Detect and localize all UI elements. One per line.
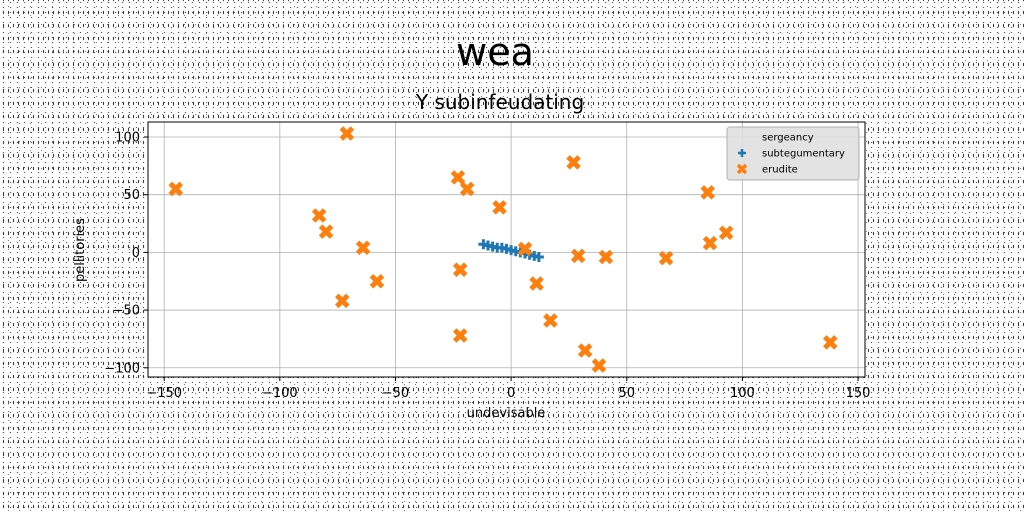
x-tick-label: 150	[846, 386, 871, 401]
data-marks	[168, 126, 838, 373]
plot-frame	[147, 121, 866, 378]
y-tick-label: 50	[123, 188, 140, 203]
x-axis-ticks: −150 −100 −50 0 50 100 150	[146, 377, 870, 401]
erudite-point	[452, 262, 468, 277]
y-tick-label: 0	[132, 246, 140, 261]
x-tick-label: 0	[507, 386, 515, 401]
legend-box	[726, 126, 860, 181]
erudite-point	[450, 170, 466, 185]
erudite-point	[658, 250, 674, 266]
erudite-point	[570, 248, 586, 264]
x-tick-label: −150	[146, 386, 182, 401]
erudite-point	[318, 224, 334, 239]
erudite-point	[566, 155, 581, 170]
erudite-point	[598, 249, 614, 265]
erudite-point	[823, 335, 838, 350]
legend-label: erudite	[762, 165, 798, 176]
subtegumentary-point	[533, 252, 544, 262]
chart-title: Y subinfeudating	[415, 90, 584, 114]
erudite-point	[543, 313, 558, 328]
erudite-point	[492, 200, 507, 215]
y-axis-label: pellitories	[73, 218, 88, 282]
erudite-point	[335, 293, 350, 309]
y-axis-ticks: −100 −50 0 50 100	[104, 131, 148, 376]
erudite-point	[591, 358, 607, 373]
x-tick-label: −50	[382, 386, 409, 401]
erudite-point	[529, 276, 544, 291]
erudite-point	[168, 181, 184, 197]
legend-label: sergeancy	[762, 133, 814, 144]
x-tick-label: 100	[730, 386, 755, 401]
legend-label: subtegumentary	[762, 149, 845, 160]
erudite-point	[577, 343, 593, 358]
legend-marker-subtegumentary	[738, 149, 746, 157]
erudite-point	[718, 225, 734, 241]
erudite-point	[355, 240, 371, 256]
erudite-point	[459, 181, 475, 197]
x-tick-label: −100	[262, 386, 298, 401]
erudite-point	[339, 126, 355, 141]
y-tick-label: −100	[104, 361, 140, 376]
x-axis-label: undevisable	[467, 406, 546, 421]
x-tick-label: 50	[618, 386, 635, 401]
legend: sergeancy subtegumentary erudite	[726, 126, 860, 181]
erudite-point	[517, 241, 533, 257]
legend-marker-erudite	[736, 163, 748, 175]
y-tick-label: 100	[115, 131, 140, 146]
erudite-point	[452, 328, 468, 343]
erudite-point	[311, 208, 327, 223]
y-tick-label: −50	[113, 304, 140, 319]
erudite-point	[700, 185, 715, 200]
erudite-point	[369, 273, 385, 289]
chart-suptitle: wea	[456, 30, 534, 74]
erudite-point	[702, 235, 718, 251]
